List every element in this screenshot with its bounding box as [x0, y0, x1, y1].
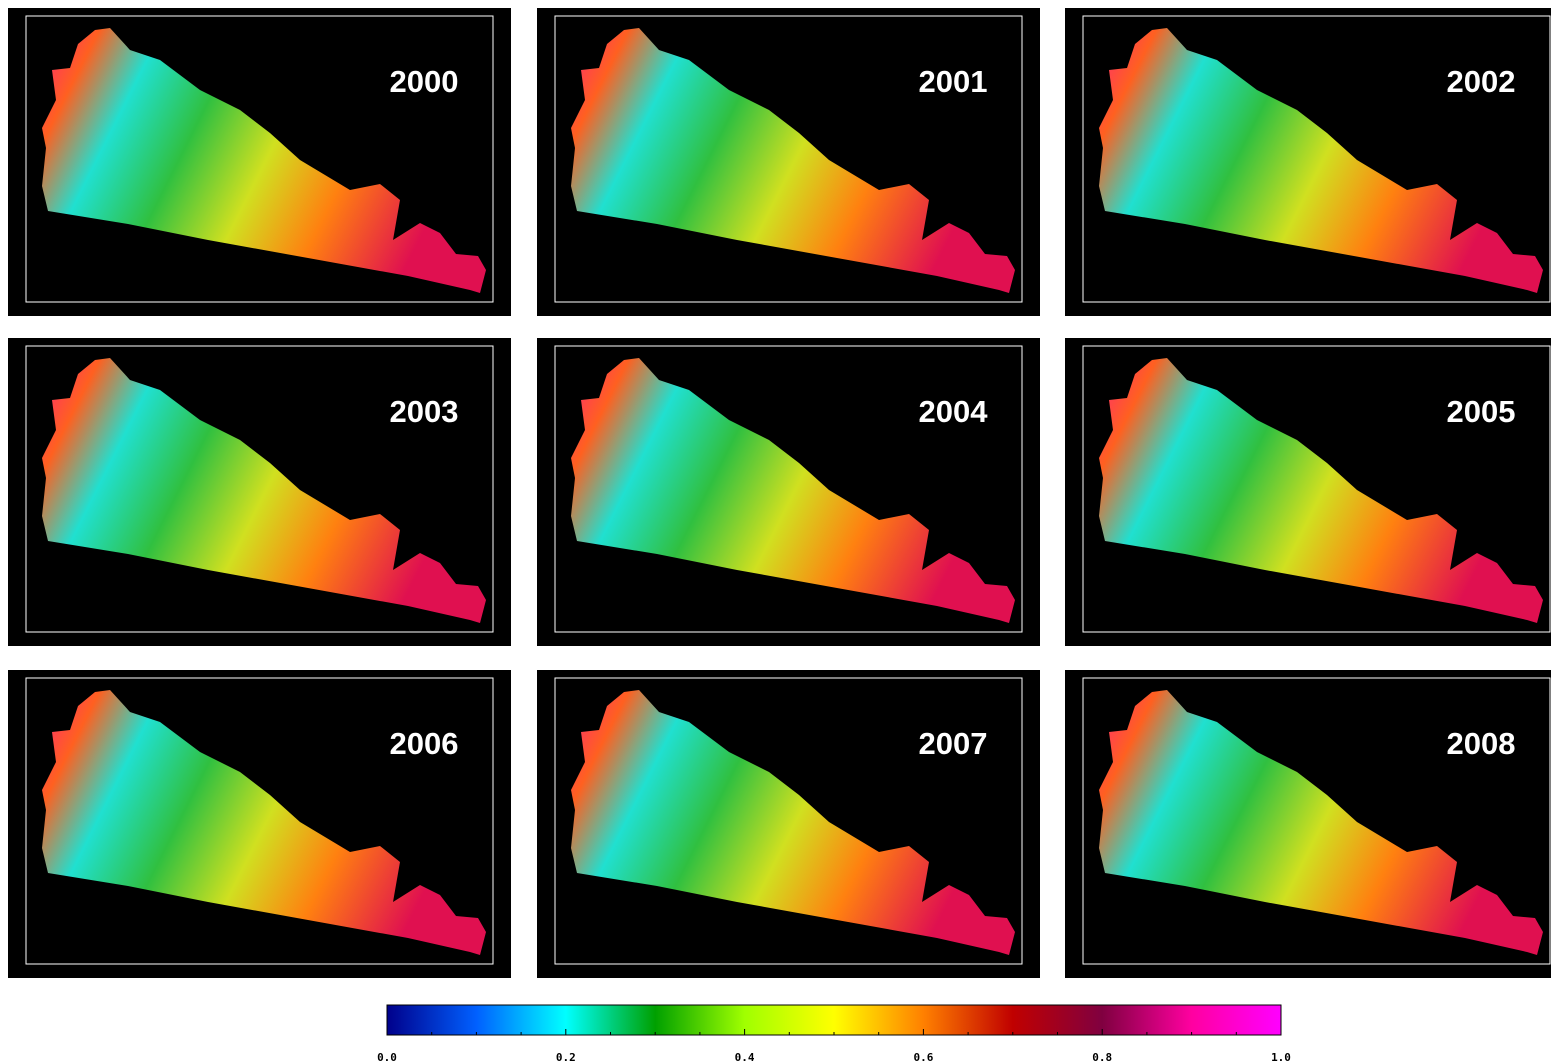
year-label: 2008	[1447, 726, 1516, 761]
figure: 2000 2001 2002 2003 2004 2005 2006 2007 2008 0.0 0…	[0, 0, 1551, 1064]
year-label: 2002	[1447, 64, 1516, 99]
colorbar-tick-label: 0.0	[377, 1051, 397, 1064]
colorbar-tick-label: 1.0	[1271, 1051, 1291, 1064]
map-panel: 2002	[1065, 8, 1551, 316]
page: {"panels": [ {"label": "2000"}, {"label"…	[0, 0, 1551, 1064]
colorbar	[387, 1005, 1281, 1035]
year-label: 2007	[919, 726, 988, 761]
year-label: 2004	[919, 394, 989, 429]
map-panel: 2000	[8, 8, 511, 316]
year-label: 2006	[390, 726, 459, 761]
map-panel: 2001	[537, 8, 1040, 316]
colorbar-tick-label: 0.8	[1092, 1051, 1112, 1064]
colorbar-tick-label: 0.6	[913, 1051, 933, 1064]
map-panel: 2006	[8, 670, 511, 978]
year-label: 2005	[1447, 394, 1516, 429]
year-label: 2000	[390, 64, 459, 99]
map-panel: 2007	[537, 670, 1040, 978]
map-panel: 2004	[537, 338, 1040, 646]
map-panel: 2003	[8, 338, 511, 646]
year-label: 2003	[390, 394, 459, 429]
map-panel: 2005	[1065, 338, 1551, 646]
colorbar-tick-label: 0.2	[556, 1051, 576, 1064]
colorbar-tick-label: 0.4	[735, 1051, 755, 1064]
map-panel: 2008	[1065, 670, 1551, 978]
year-label: 2001	[919, 64, 988, 99]
